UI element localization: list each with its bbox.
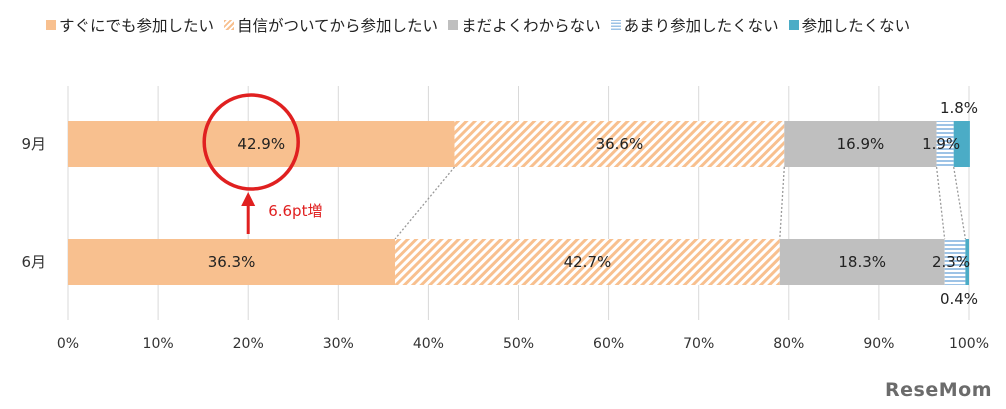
legend-swatch [224, 20, 235, 30]
bar-segment [68, 239, 396, 285]
x-tick-label: 40% [413, 336, 444, 352]
increase-annotation: 6.6pt増 [268, 202, 322, 220]
data-label: 36.3% [208, 253, 256, 271]
x-tick-label: 10% [143, 336, 174, 352]
category-label: 9月 [21, 135, 46, 153]
bar-segment [784, 121, 937, 167]
category-label: 6月 [21, 253, 46, 271]
legend-label: すぐにでも参加したい [59, 17, 215, 35]
data-label: 18.3% [838, 253, 886, 271]
bar-segment [454, 121, 785, 167]
legend-item: まだよくわからない [448, 14, 601, 36]
data-label: 16.9% [837, 135, 885, 153]
x-tick-label: 70% [683, 336, 714, 352]
legend: すぐにでも参加したい 自信がついてから参加したい まだよくわからない あまり参加… [46, 14, 910, 36]
legend-item: 参加したくない [788, 14, 911, 36]
legend-label: 自信がついてから参加したい [237, 17, 439, 35]
connector-line [394, 166, 456, 240]
highlight-circle [202, 93, 300, 191]
increase-arrow-head [241, 192, 256, 206]
data-label: 42.7% [564, 253, 612, 271]
legend-label: まだよくわからない [461, 17, 601, 35]
connector-line [953, 166, 967, 240]
legend-label: 参加したくない [801, 17, 911, 35]
legend-item: すぐにでも参加したい [46, 14, 214, 36]
bar-segment [953, 121, 970, 167]
data-label: 2.3% [932, 253, 970, 271]
connector-line [779, 166, 785, 240]
bar-segment [395, 239, 780, 285]
x-tick-label: 80% [773, 336, 804, 352]
bar-segment [965, 239, 969, 285]
connector-line [935, 166, 946, 240]
x-tick-label: 20% [233, 336, 264, 352]
watermark-logo: ReseMom [885, 379, 992, 401]
data-label: 1.8% [940, 99, 978, 117]
x-tick-label: 30% [323, 336, 354, 352]
legend-item: 自信がついてから参加したい [224, 14, 438, 36]
legend-swatch [610, 20, 621, 30]
bar-segment [779, 239, 945, 285]
bar-segment [944, 239, 966, 285]
data-label: 42.9% [237, 135, 285, 153]
data-label: 36.6% [596, 135, 644, 153]
bar-segment [68, 121, 455, 167]
legend-swatch [788, 20, 799, 30]
data-label: 0.4% [940, 290, 978, 308]
legend-label: あまり参加したくない [623, 17, 779, 35]
bar-segment [936, 121, 954, 167]
x-tick-label: 50% [503, 336, 534, 352]
x-tick-label: 90% [863, 336, 894, 352]
legend-swatch [448, 20, 459, 30]
legend-item: あまり参加したくない [610, 14, 779, 36]
legend-swatch [46, 20, 56, 30]
data-label: 1.9% [922, 135, 960, 153]
x-tick-label: 60% [593, 336, 624, 352]
x-tick-label: 100% [949, 336, 989, 352]
x-tick-label: 0% [57, 336, 79, 352]
